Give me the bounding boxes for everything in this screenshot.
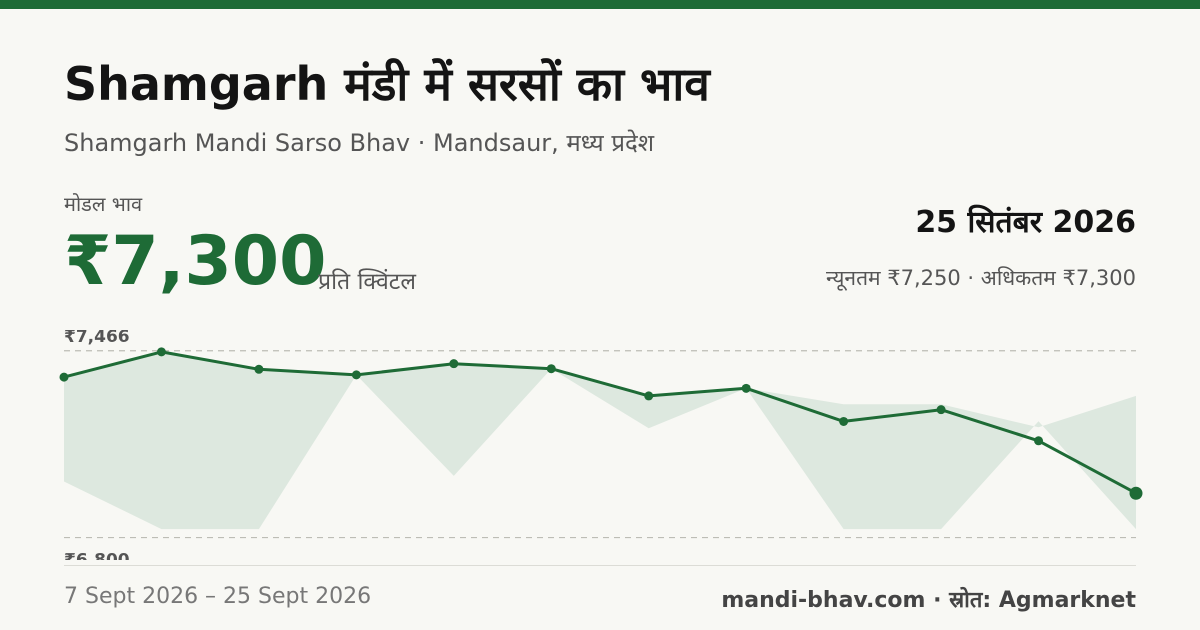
price-point: [254, 364, 264, 374]
max-reference-label: ₹7,466: [64, 330, 130, 347]
price-point: [59, 372, 69, 382]
modal-price-value: ₹7,300: [64, 222, 327, 301]
source-credit: mandi-bhav.com · स्रोत: Agmarknet: [721, 588, 1136, 613]
price-point: [741, 383, 751, 393]
min-max-range: न्यूनतम ₹7,250 · अधिकतम ₹7,300: [826, 266, 1136, 290]
modal-price-line: [63, 350, 1137, 495]
price-point: [644, 391, 654, 401]
date-period: 7 Sept 2026 – 25 Sept 2026: [64, 584, 372, 609]
page-subtitle: Shamgarh Mandi Sarso Bhav · Mandsaur, मध…: [64, 129, 655, 157]
latest-price-point: [1129, 486, 1143, 500]
price-point: [1034, 436, 1044, 446]
price-point: [546, 364, 556, 374]
price-point: [156, 347, 166, 357]
price-point: [351, 370, 361, 380]
min-reference-label: ₹6,800: [64, 551, 130, 560]
price-point: [936, 405, 946, 415]
footer-divider: [64, 565, 1136, 566]
page-title: Shamgarh मंडी में सरसों का भाव: [64, 57, 710, 111]
price-point: [839, 416, 849, 426]
price-chart: ₹7,466 ₹6,800: [59, 330, 1143, 560]
price-point: [449, 359, 459, 369]
price-unit: प्रति क्विंटल: [318, 269, 416, 295]
price-date: 25 सितंबर 2026: [915, 205, 1136, 240]
modal-price-label: मोडल भाव: [64, 192, 143, 216]
min-max-band: [64, 351, 1136, 530]
top-accent-bar: [0, 0, 1200, 9]
